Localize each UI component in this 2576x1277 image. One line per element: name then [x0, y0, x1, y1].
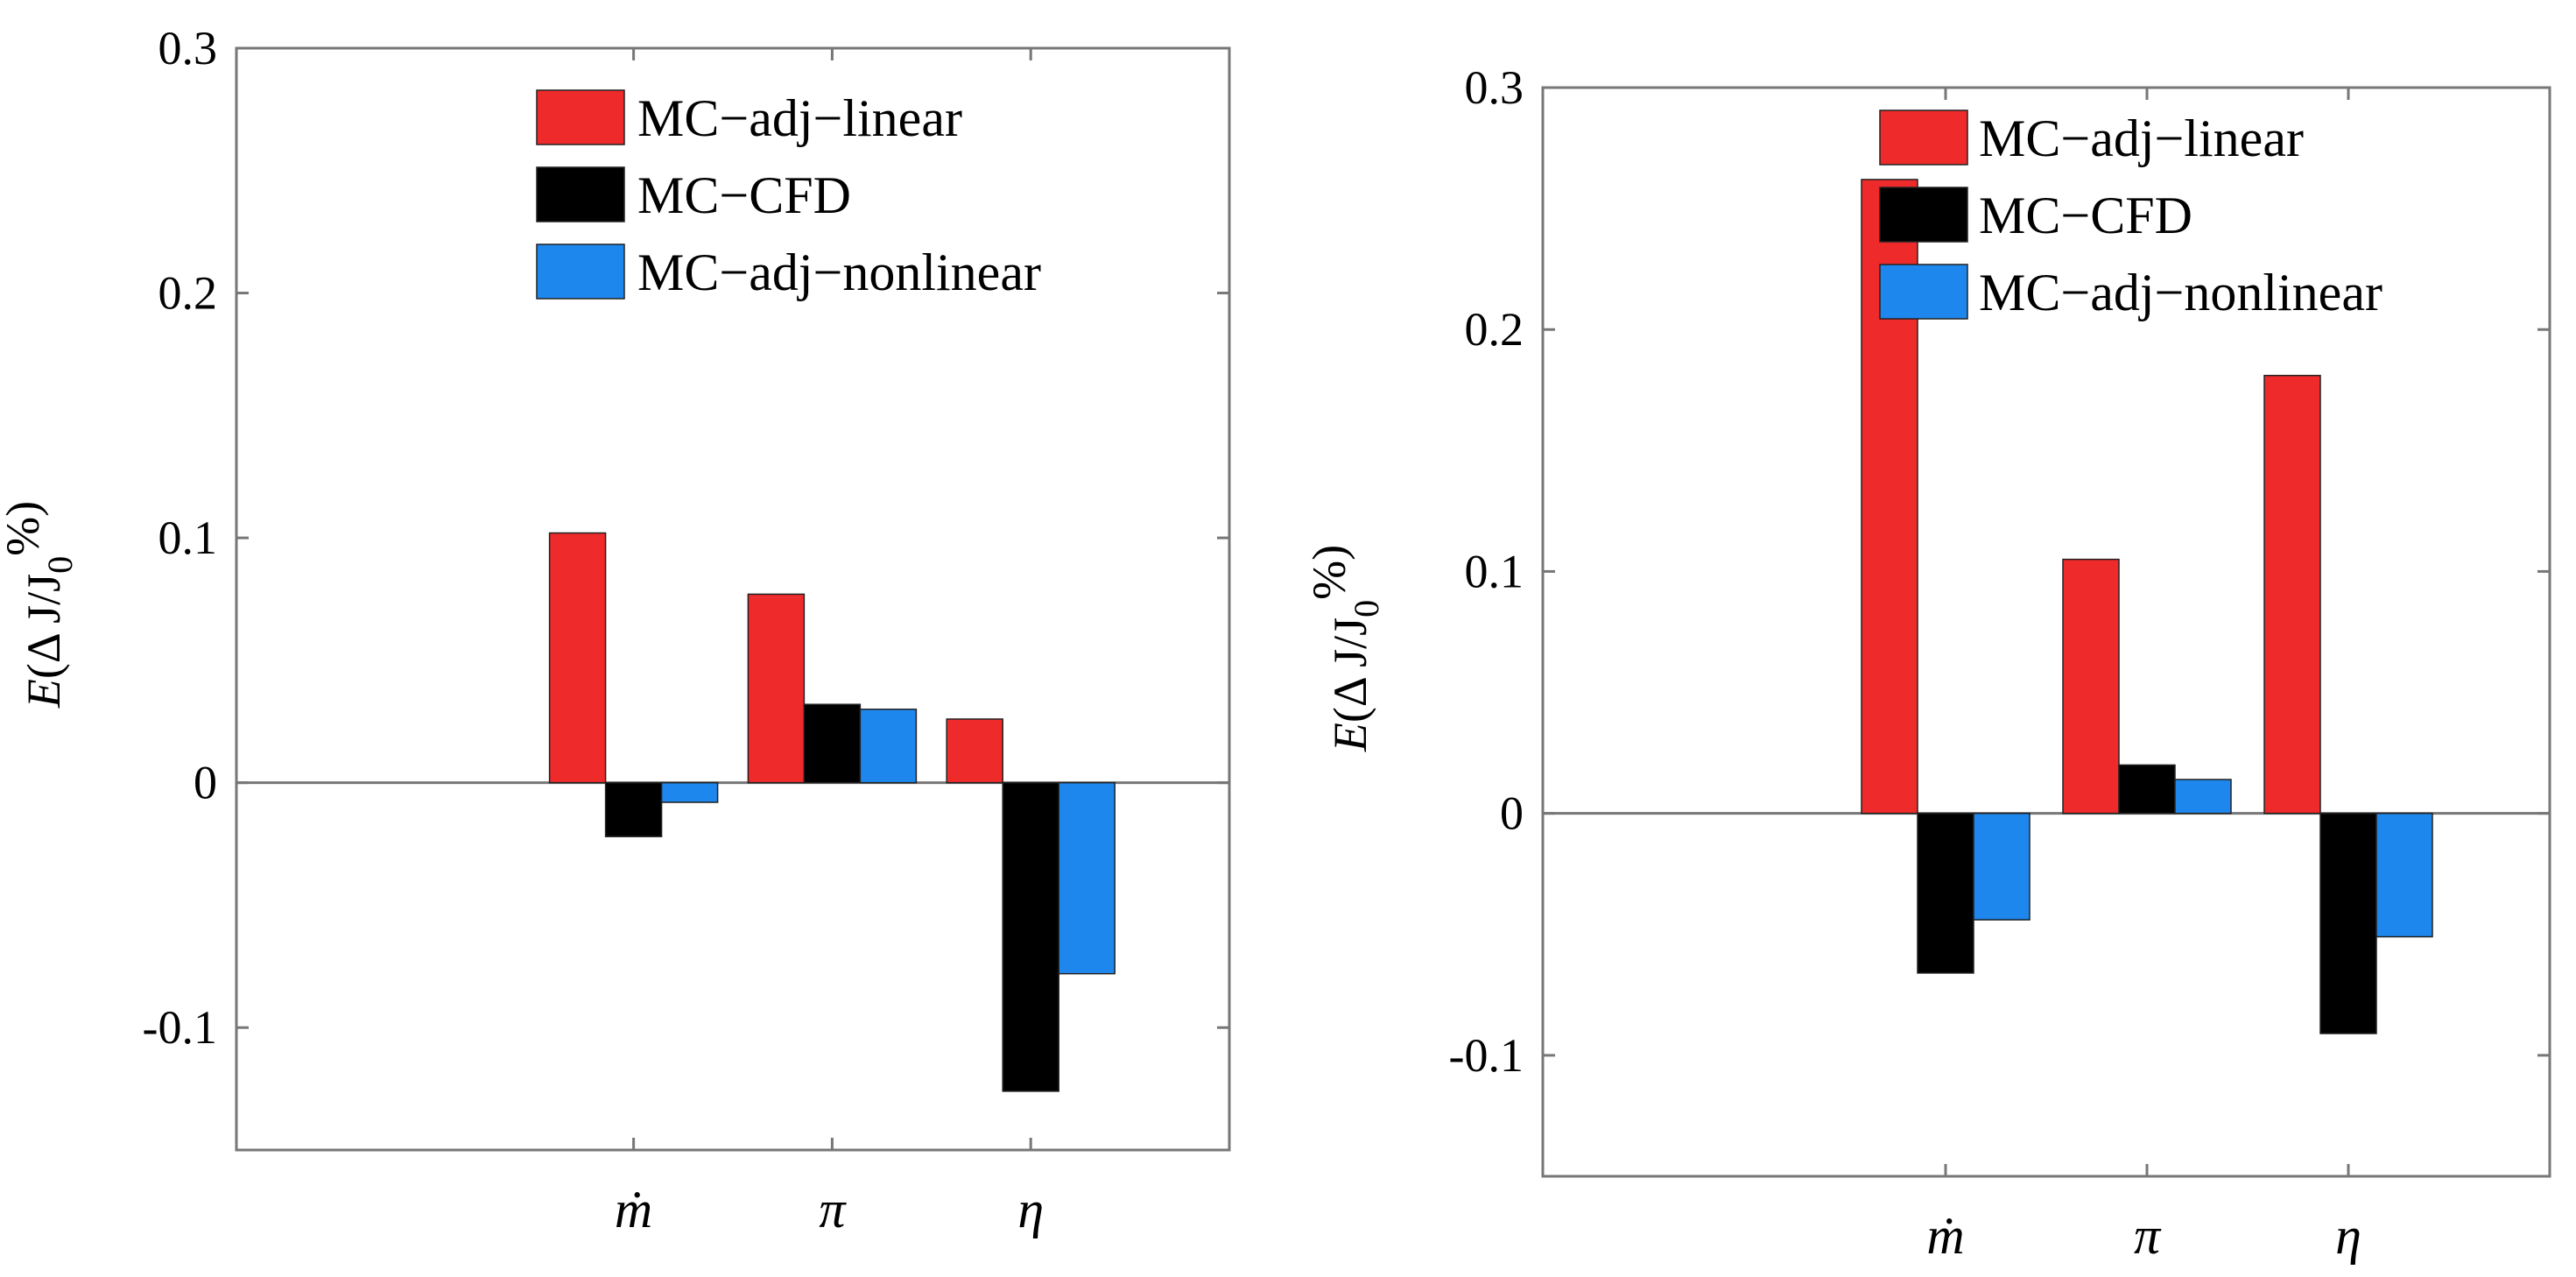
legend-swatch-MC-adj-linear: [1879, 109, 1968, 166]
y-tick-label: -0.1: [1449, 1029, 1524, 1082]
y-axis-label: E(Δ J/J0%): [1303, 545, 1386, 752]
bar-MC-adj-linear-2: [747, 593, 806, 784]
bar-MC-adj-linear-1: [548, 532, 607, 784]
x-category-label: π: [819, 1181, 847, 1238]
bar-MC-adj-nonlinear-2: [859, 709, 918, 784]
chart-panel-1: -0.1 0 0.1 0.2 0.3 ṁ π η MC−adj−linear MC−CFD MC−a…: [0, 22, 1231, 1238]
y-tick-label: 0.1: [158, 512, 218, 564]
y-tick-label: 0.3: [1465, 61, 1524, 114]
chart-panel-2: -0.1 0 0.1 0.2 0.3 ṁ π η MC−adj−linear MC−CFD MC−a…: [1303, 61, 2551, 1265]
bar-MC-adj-linear-2: [2062, 558, 2120, 815]
bar-MC-adj-linear-3: [2263, 374, 2321, 815]
legend-label-MC-adj-linear: MC−adj−linear: [1979, 109, 2304, 167]
y-tick-label: 0.3: [158, 22, 218, 74]
y-tick-label: 0.2: [1465, 303, 1524, 356]
legend-swatch-MC-CFD: [536, 166, 625, 222]
y-tick-label: 0: [194, 757, 217, 809]
bar-MC-CFD-2: [803, 703, 862, 784]
bar-MC-adj-nonlinear-1: [660, 781, 719, 803]
bar-MC-adj-nonlinear-1: [1973, 812, 2031, 921]
bar-MC-CFD-1: [604, 781, 663, 837]
bar-MC-CFD-1: [1917, 812, 1974, 974]
legend-swatch-MC-adj-nonlinear: [536, 243, 625, 300]
bar-MC-CFD-2: [2118, 764, 2176, 815]
bar-MC-adj-linear-3: [946, 718, 1003, 784]
bar-MC-adj-nonlinear-2: [2174, 779, 2232, 815]
x-category-label: ṁ: [615, 1181, 652, 1238]
x-category-label: ṁ: [1926, 1207, 1964, 1265]
y-tick-label: 0.2: [158, 267, 218, 320]
legend-swatch-MC-adj-nonlinear: [1879, 264, 1968, 320]
bar-MC-adj-nonlinear-3: [1058, 781, 1116, 975]
bar-MC-CFD-3: [1002, 781, 1059, 1092]
axes-box: [1541, 86, 2551, 1178]
axes-box: [235, 46, 1231, 1152]
x-category-label: π: [2134, 1207, 2162, 1265]
y-axis-label: E(Δ J/J0%): [0, 501, 80, 709]
x-category-label: η: [2335, 1207, 2361, 1265]
legend-swatch-MC-adj-linear: [536, 89, 625, 145]
legend-swatch-MC-CFD: [1879, 187, 1968, 243]
x-category-label: η: [1017, 1181, 1044, 1238]
bar-MC-CFD-3: [2319, 812, 2377, 1034]
legend-label-MC-CFD: MC−CFD: [637, 166, 851, 224]
legend-label-MC-adj-nonlinear: MC−adj−nonlinear: [637, 243, 1041, 301]
y-tick-label: 0: [1500, 787, 1524, 840]
y-tick-label: -0.1: [143, 1001, 217, 1054]
legend-label-MC-adj-linear: MC−adj−linear: [637, 89, 962, 147]
y-tick-label: 0.1: [1465, 545, 1524, 597]
bar-MC-adj-nonlinear-3: [2375, 812, 2433, 938]
legend-label-MC-adj-nonlinear: MC−adj−nonlinear: [1979, 264, 2382, 321]
legend-label-MC-CFD: MC−CFD: [1979, 187, 2192, 244]
